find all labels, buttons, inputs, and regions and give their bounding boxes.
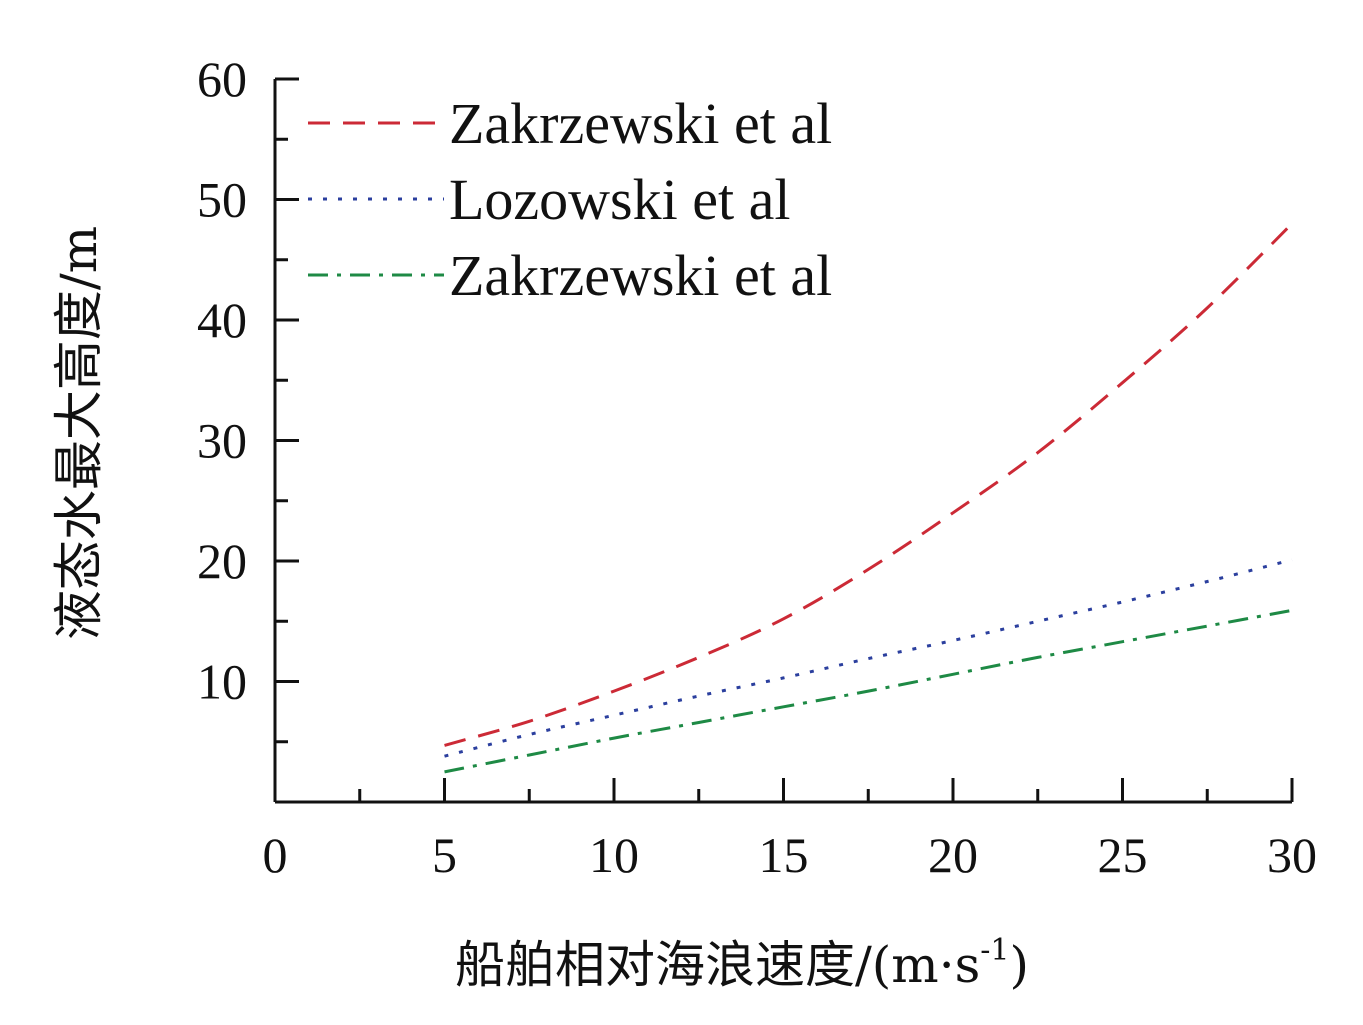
series-line-3 <box>444 608 1293 774</box>
x-tick-label: 0 <box>263 827 288 883</box>
y-tick-label: 10 <box>197 654 247 710</box>
legend-label-3: Zakrzewski et al <box>449 243 832 308</box>
x-tick-label: 25 <box>1098 827 1148 883</box>
x-tick-label: 30 <box>1267 827 1317 883</box>
x-axis-title-main: 船舶相对海浪速度/(m·s <box>455 936 980 994</box>
legend-label-1: Zakrzewski et al <box>449 91 832 156</box>
axes: 10 20 30 40 50 60 0 5 10 15 20 25 30 <box>197 51 1317 883</box>
y-tick-label: 20 <box>197 533 247 589</box>
x-axis-title-close: ) <box>1010 936 1030 994</box>
x-tick-label: 20 <box>928 827 978 883</box>
series-lines <box>444 222 1294 774</box>
legend: Zakrzewski et al Lozowski et al Zakrzewski… <box>308 91 832 308</box>
series-line-2 <box>444 558 1293 758</box>
y-tick-label: 50 <box>197 172 247 228</box>
x-tick-label: 10 <box>589 827 639 883</box>
y-tick-label: 40 <box>197 292 247 348</box>
x-axis-title: 船舶相对海浪速度/(m·s-1) <box>455 933 1029 994</box>
legend-label-2: Lozowski et al <box>449 167 790 232</box>
x-axis-title-superscript: -1 <box>980 933 1009 968</box>
y-tick-label: 30 <box>197 413 247 469</box>
x-tick-label: 5 <box>432 827 457 883</box>
y-tick-label: 60 <box>197 51 247 107</box>
x-tick-label: 15 <box>759 827 809 883</box>
series-line-1 <box>444 222 1294 747</box>
y-axis-title: 液态水最大高度/m <box>50 226 108 640</box>
